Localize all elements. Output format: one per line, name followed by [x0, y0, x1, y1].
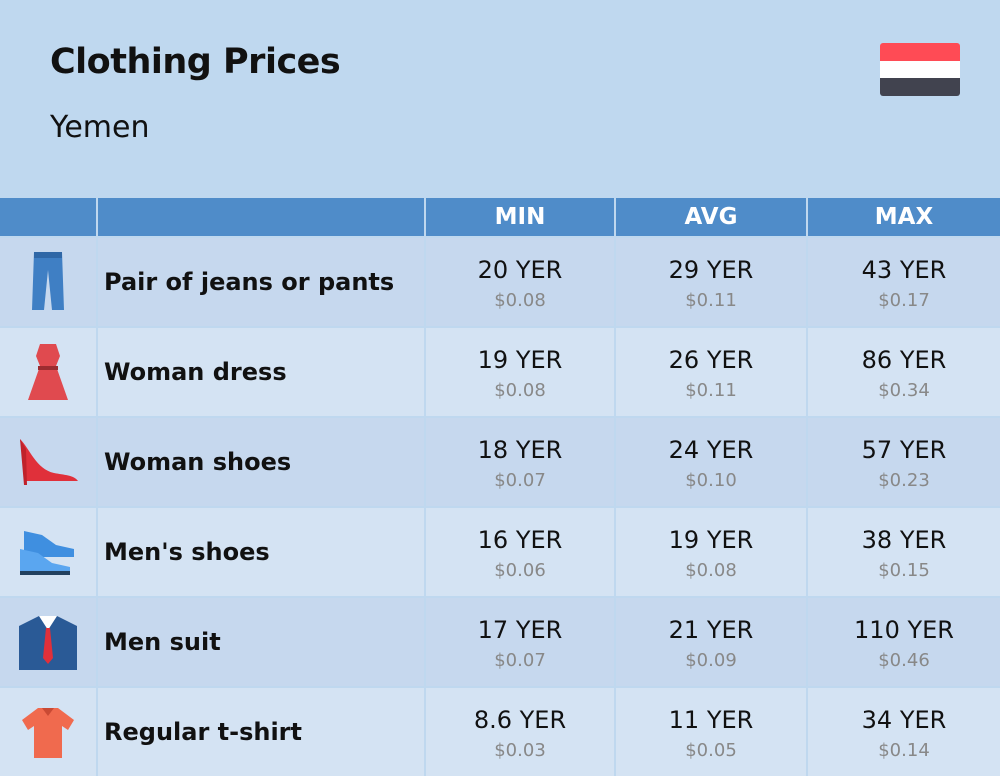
- price-usd: $0.08: [494, 380, 546, 401]
- item-icon: [0, 598, 96, 686]
- item-icon: [0, 418, 96, 506]
- price-cell: 26 YER $0.11: [616, 328, 806, 416]
- price-cell: 29 YER $0.11: [616, 238, 806, 326]
- column-header: AVG: [616, 198, 806, 236]
- price-usd: $0.06: [494, 560, 546, 581]
- flag: [880, 43, 960, 96]
- price-usd: $0.23: [878, 470, 930, 491]
- price-local: 20 YER: [477, 256, 563, 284]
- price-cell: 19 YER $0.08: [616, 508, 806, 596]
- price-usd: $0.14: [878, 740, 930, 761]
- price-local: 11 YER: [668, 706, 754, 734]
- price-cell: 19 YER $0.08: [426, 328, 614, 416]
- item-name: Woman shoes: [98, 418, 424, 506]
- price-local: 8.6 YER: [473, 706, 567, 734]
- price-local: 21 YER: [668, 616, 754, 644]
- price-usd: $0.46: [878, 650, 930, 671]
- price-usd: $0.08: [494, 290, 546, 311]
- price-usd: $0.34: [878, 380, 930, 401]
- price-cell: 18 YER $0.07: [426, 418, 614, 506]
- price-cell: 17 YER $0.07: [426, 598, 614, 686]
- price-local: 43 YER: [861, 256, 947, 284]
- price-local: 24 YER: [668, 436, 754, 464]
- price-local: 17 YER: [477, 616, 563, 644]
- column-header: MAX: [808, 198, 1000, 236]
- price-usd: $0.09: [685, 650, 737, 671]
- price-cell: 8.6 YER $0.03: [426, 688, 614, 776]
- price-local: 16 YER: [477, 526, 563, 554]
- price-local: 19 YER: [477, 346, 563, 374]
- item-name: Pair of jeans or pants: [98, 238, 424, 326]
- price-local: 29 YER: [668, 256, 754, 284]
- price-local: 19 YER: [668, 526, 754, 554]
- column-header: MIN: [426, 198, 614, 236]
- price-usd: $0.08: [685, 560, 737, 581]
- price-cell: 57 YER $0.23: [808, 418, 1000, 506]
- price-cell: 110 YER $0.46: [808, 598, 1000, 686]
- price-usd: $0.03: [494, 740, 546, 761]
- price-usd: $0.15: [878, 560, 930, 581]
- subtitle: Yemen: [50, 110, 150, 145]
- price-local: 110 YER: [854, 616, 954, 644]
- price-usd: $0.11: [685, 290, 737, 311]
- price-local: 26 YER: [668, 346, 754, 374]
- item-icon: [0, 508, 96, 596]
- price-usd: $0.17: [878, 290, 930, 311]
- item-name: Regular t-shirt: [98, 688, 424, 776]
- price-local: 86 YER: [861, 346, 947, 374]
- item-icon: [0, 328, 96, 416]
- price-usd: $0.05: [685, 740, 737, 761]
- price-usd: $0.07: [494, 650, 546, 671]
- price-local: 38 YER: [861, 526, 947, 554]
- price-cell: 16 YER $0.06: [426, 508, 614, 596]
- price-cell: 21 YER $0.09: [616, 598, 806, 686]
- price-local: 18 YER: [477, 436, 563, 464]
- price-cell: 43 YER $0.17: [808, 238, 1000, 326]
- item-name: Men suit: [98, 598, 424, 686]
- price-cell: 86 YER $0.34: [808, 328, 1000, 416]
- price-usd: $0.10: [685, 470, 737, 491]
- item-name: Woman dress: [98, 328, 424, 416]
- price-local: 57 YER: [861, 436, 947, 464]
- price-usd: $0.07: [494, 470, 546, 491]
- price-usd: $0.11: [685, 380, 737, 401]
- price-cell: 20 YER $0.08: [426, 238, 614, 326]
- item-name: Men's shoes: [98, 508, 424, 596]
- item-icon: [0, 688, 96, 776]
- title: Clothing Prices: [50, 42, 341, 82]
- header-cell: [98, 198, 424, 236]
- price-cell: 24 YER $0.10: [616, 418, 806, 506]
- item-icon: [0, 238, 96, 326]
- price-cell: 34 YER $0.14: [808, 688, 1000, 776]
- price-local: 34 YER: [861, 706, 947, 734]
- header-cell: [0, 198, 96, 236]
- price-cell: 11 YER $0.05: [616, 688, 806, 776]
- price-cell: 38 YER $0.15: [808, 508, 1000, 596]
